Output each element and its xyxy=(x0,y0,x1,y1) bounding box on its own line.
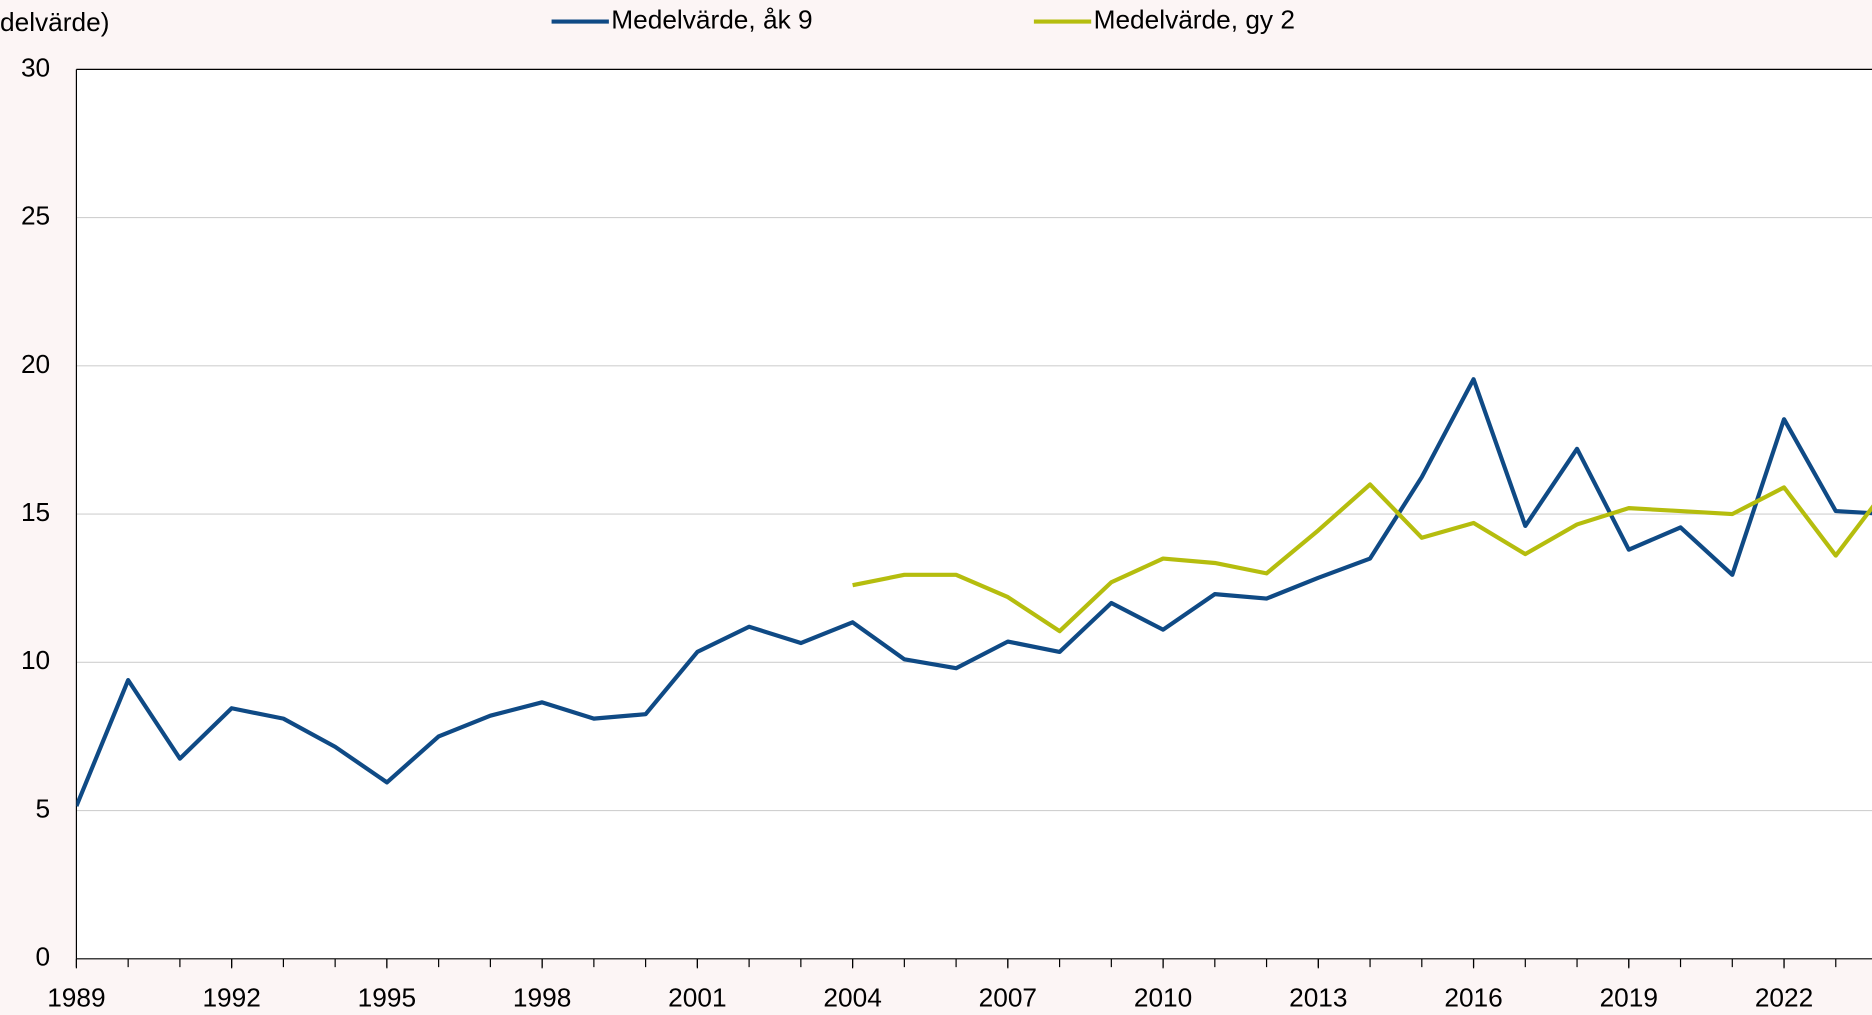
y-tick-label: 0 xyxy=(36,942,51,972)
series-line xyxy=(852,482,1872,634)
y-tick-label: 5 xyxy=(36,793,51,823)
x-tick-label: 1992 xyxy=(202,982,260,1012)
x-tick-label: 2007 xyxy=(979,982,1037,1012)
x-tick-label: 2001 xyxy=(668,982,726,1012)
x-tick-label: 1995 xyxy=(358,982,416,1012)
y-tick-label: 15 xyxy=(21,497,50,527)
y-tick-label: 25 xyxy=(21,201,50,231)
x-tick-label: 2013 xyxy=(1289,982,1347,1012)
legend-label: Medelvärde, åk 9 xyxy=(611,5,812,35)
x-tick-label: 2010 xyxy=(1134,982,1192,1012)
y-tick-label: 10 xyxy=(21,645,50,675)
y-axis-label: delvärde) xyxy=(0,7,109,37)
x-tick-label: 2022 xyxy=(1755,982,1813,1012)
x-tick-label: 2004 xyxy=(823,982,881,1012)
series-group xyxy=(76,377,1872,807)
legend-label: Medelvärde, gy 2 xyxy=(1094,5,1295,35)
x-tick-label: 2019 xyxy=(1600,982,1658,1012)
x-tick-label: 2016 xyxy=(1444,982,1502,1012)
x-tick-label: 1998 xyxy=(513,982,571,1012)
series-line xyxy=(76,377,1872,807)
y-tick-label: 30 xyxy=(21,52,50,82)
x-tick-label: 1989 xyxy=(47,982,105,1012)
y-tick-label: 20 xyxy=(21,349,50,379)
